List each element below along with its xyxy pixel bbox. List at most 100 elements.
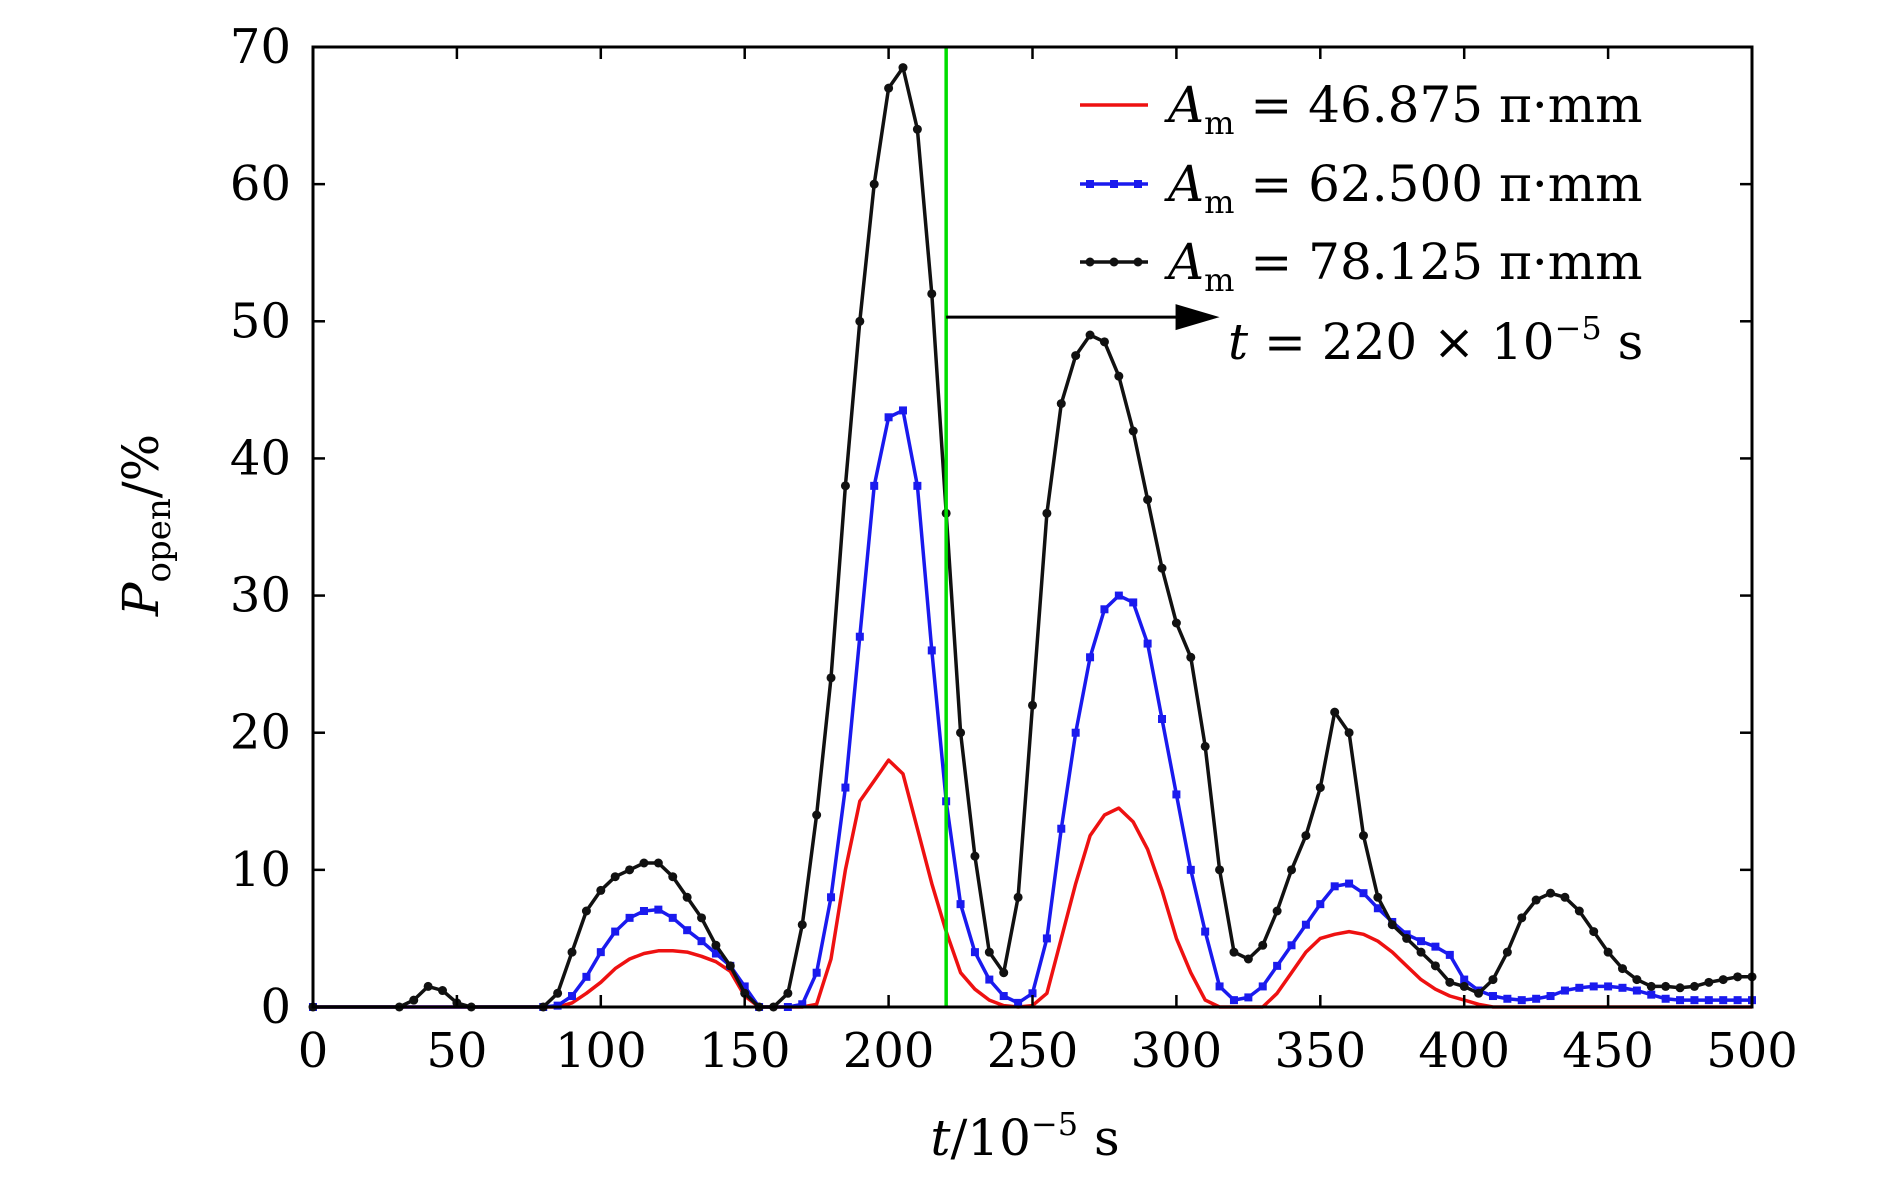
data-point	[884, 83, 894, 93]
data-point	[1517, 996, 1526, 1005]
data-point	[783, 988, 793, 998]
data-point	[740, 982, 749, 991]
data-point	[1632, 986, 1641, 995]
data-point	[1258, 982, 1267, 991]
data-point	[984, 947, 994, 957]
data-point	[1373, 904, 1382, 913]
legend-item-3: Am = 78.125 π·mm	[1080, 233, 1643, 299]
annotation-text: t = 220 × 10−5 s	[1228, 309, 1643, 371]
data-point	[1129, 598, 1138, 607]
data-point	[610, 872, 620, 882]
x-tick-label: 200	[843, 1023, 935, 1079]
data-point	[697, 913, 707, 923]
data-point	[625, 913, 634, 922]
data-point	[1445, 950, 1454, 959]
data-point	[1502, 947, 1512, 957]
data-point	[1689, 981, 1699, 991]
data-point	[999, 992, 1008, 1001]
y-tick-label: 30	[230, 568, 291, 624]
y-tick-label: 20	[230, 705, 291, 761]
data-point	[1085, 330, 1095, 340]
data-point	[1474, 988, 1484, 998]
data-point	[1345, 879, 1354, 888]
data-point	[553, 988, 563, 998]
data-point	[1014, 998, 1023, 1007]
legend-marker	[1134, 180, 1142, 188]
data-point	[812, 968, 821, 977]
data-point	[898, 63, 908, 73]
x-axis-label-sup: −5	[1031, 1105, 1078, 1143]
data-point	[1589, 982, 1598, 991]
data-point	[625, 865, 635, 875]
data-point	[869, 179, 879, 189]
data-point	[582, 972, 591, 981]
data-point	[653, 858, 663, 868]
data-point	[870, 481, 879, 490]
data-point	[1603, 947, 1613, 957]
data-point	[1042, 508, 1052, 518]
data-point	[1244, 993, 1253, 1002]
data-point	[827, 893, 836, 902]
x-tick-label: 500	[1706, 1023, 1798, 1079]
y-axis-label: Popen/%	[112, 434, 179, 617]
data-point	[1344, 728, 1354, 738]
data-point	[1617, 964, 1627, 974]
data-point	[1114, 591, 1123, 600]
data-point	[1301, 920, 1310, 929]
data-point	[1330, 707, 1340, 717]
data-point	[1100, 605, 1109, 614]
y-axis-label-sub: open	[139, 498, 179, 582]
data-point	[1575, 983, 1584, 992]
data-point	[999, 968, 1009, 978]
data-point	[1733, 972, 1743, 982]
data-point	[1690, 996, 1699, 1005]
data-point	[1517, 913, 1527, 923]
data-point	[1417, 937, 1426, 946]
data-point	[409, 995, 419, 1005]
data-point	[912, 124, 922, 134]
data-point	[711, 940, 721, 950]
data-point	[668, 913, 677, 922]
data-point	[1532, 994, 1541, 1003]
data-point	[1675, 983, 1685, 993]
y-tick-label: 70	[230, 19, 291, 75]
data-point	[581, 906, 591, 916]
data-point	[1229, 947, 1239, 957]
data-point	[797, 920, 807, 930]
data-point	[1215, 865, 1225, 875]
data-point	[711, 949, 720, 958]
data-point	[438, 986, 448, 996]
data-point	[683, 926, 692, 935]
legend-marker	[1110, 180, 1118, 188]
legend-label: Am = 78.125 π·mm	[1164, 233, 1643, 299]
data-point	[1488, 975, 1498, 985]
data-point	[812, 810, 822, 820]
data-point	[1358, 831, 1368, 841]
data-point	[1172, 790, 1181, 799]
data-point	[956, 900, 965, 909]
data-point	[1460, 975, 1469, 984]
data-point	[1431, 942, 1440, 951]
y-tick-label: 0	[260, 979, 291, 1035]
data-point	[1488, 992, 1497, 1001]
x-tick-label: 350	[1274, 1023, 1366, 1079]
data-point	[927, 646, 936, 655]
annotation-eq: = 220 × 10	[1248, 313, 1554, 371]
data-point	[1445, 977, 1455, 987]
x-tick-label: 0	[298, 1023, 329, 1079]
data-point	[1330, 882, 1339, 891]
data-point	[1719, 996, 1728, 1005]
data-point	[970, 948, 979, 957]
data-point	[1071, 728, 1080, 737]
data-point	[725, 961, 735, 971]
data-point	[1387, 920, 1397, 930]
data-point	[1143, 639, 1152, 648]
data-point	[596, 885, 606, 895]
data-point	[1057, 824, 1066, 833]
y-axis-label-unit: /%	[112, 434, 170, 498]
data-point	[1430, 961, 1440, 971]
x-axis-label: t/10−5 s	[930, 1105, 1119, 1167]
x-tick-label: 150	[699, 1023, 791, 1079]
data-point	[1402, 933, 1412, 943]
data-point	[1028, 989, 1037, 998]
